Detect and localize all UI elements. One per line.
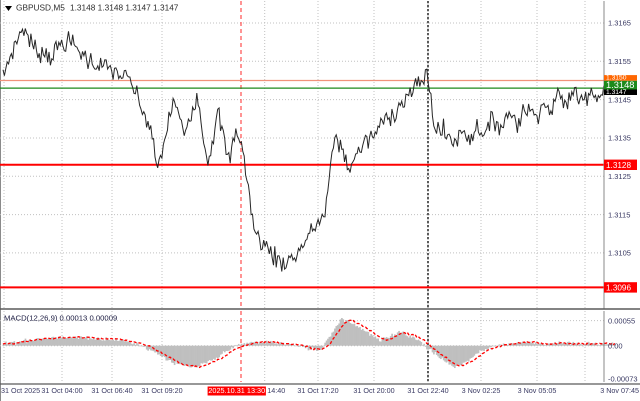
svg-text:0.00: 0.00 xyxy=(608,341,623,350)
svg-text:MACD(12,26,9) 0.00013 0.00009: MACD(12,26,9) 0.00013 0.00009 xyxy=(4,314,117,323)
svg-text:3 Nov 02:25: 3 Nov 02:25 xyxy=(462,386,501,395)
svg-text:1.3125: 1.3125 xyxy=(608,172,631,181)
svg-text:31 Oct 20:00: 31 Oct 20:00 xyxy=(353,386,394,395)
svg-text:31 Oct 04:00: 31 Oct 04:00 xyxy=(41,386,82,395)
svg-text:31 Oct 17:20: 31 Oct 17:20 xyxy=(297,386,338,395)
svg-text:GBPUSD,M5: GBPUSD,M5 xyxy=(16,3,65,13)
svg-text:1.3115: 1.3115 xyxy=(608,210,630,219)
svg-text:31 Oct 2025: 31 Oct 2025 xyxy=(1,386,40,395)
svg-text:1.3165: 1.3165 xyxy=(608,19,631,28)
svg-text:1.3147: 1.3147 xyxy=(606,89,627,96)
svg-text:1.3135: 1.3135 xyxy=(608,134,631,143)
svg-text:1.3096: 1.3096 xyxy=(606,284,631,293)
svg-text:31 Oct 06:40: 31 Oct 06:40 xyxy=(91,386,132,395)
svg-text:3 Nov 07:45: 3 Nov 07:45 xyxy=(600,386,639,395)
svg-text:-0.00073: -0.00073 xyxy=(608,375,638,384)
svg-text:31 Oct 09:20: 31 Oct 09:20 xyxy=(141,386,182,395)
svg-text:0.00055: 0.00055 xyxy=(608,316,635,325)
svg-text:1.3148 1.3148 1.3147 1.3147: 1.3148 1.3148 1.3147 1.3147 xyxy=(70,3,179,13)
svg-text:3 Nov 05:05: 3 Nov 05:05 xyxy=(518,386,557,395)
svg-text:1.3128: 1.3128 xyxy=(606,161,631,170)
svg-text:1.3145: 1.3145 xyxy=(608,95,631,104)
svg-text:1.3105: 1.3105 xyxy=(608,249,631,258)
svg-text:1.3155: 1.3155 xyxy=(608,57,631,66)
svg-text:2025.10.31 13:30: 2025.10.31 13:30 xyxy=(208,386,265,395)
svg-text:31 Oct 22:40: 31 Oct 22:40 xyxy=(407,386,448,395)
